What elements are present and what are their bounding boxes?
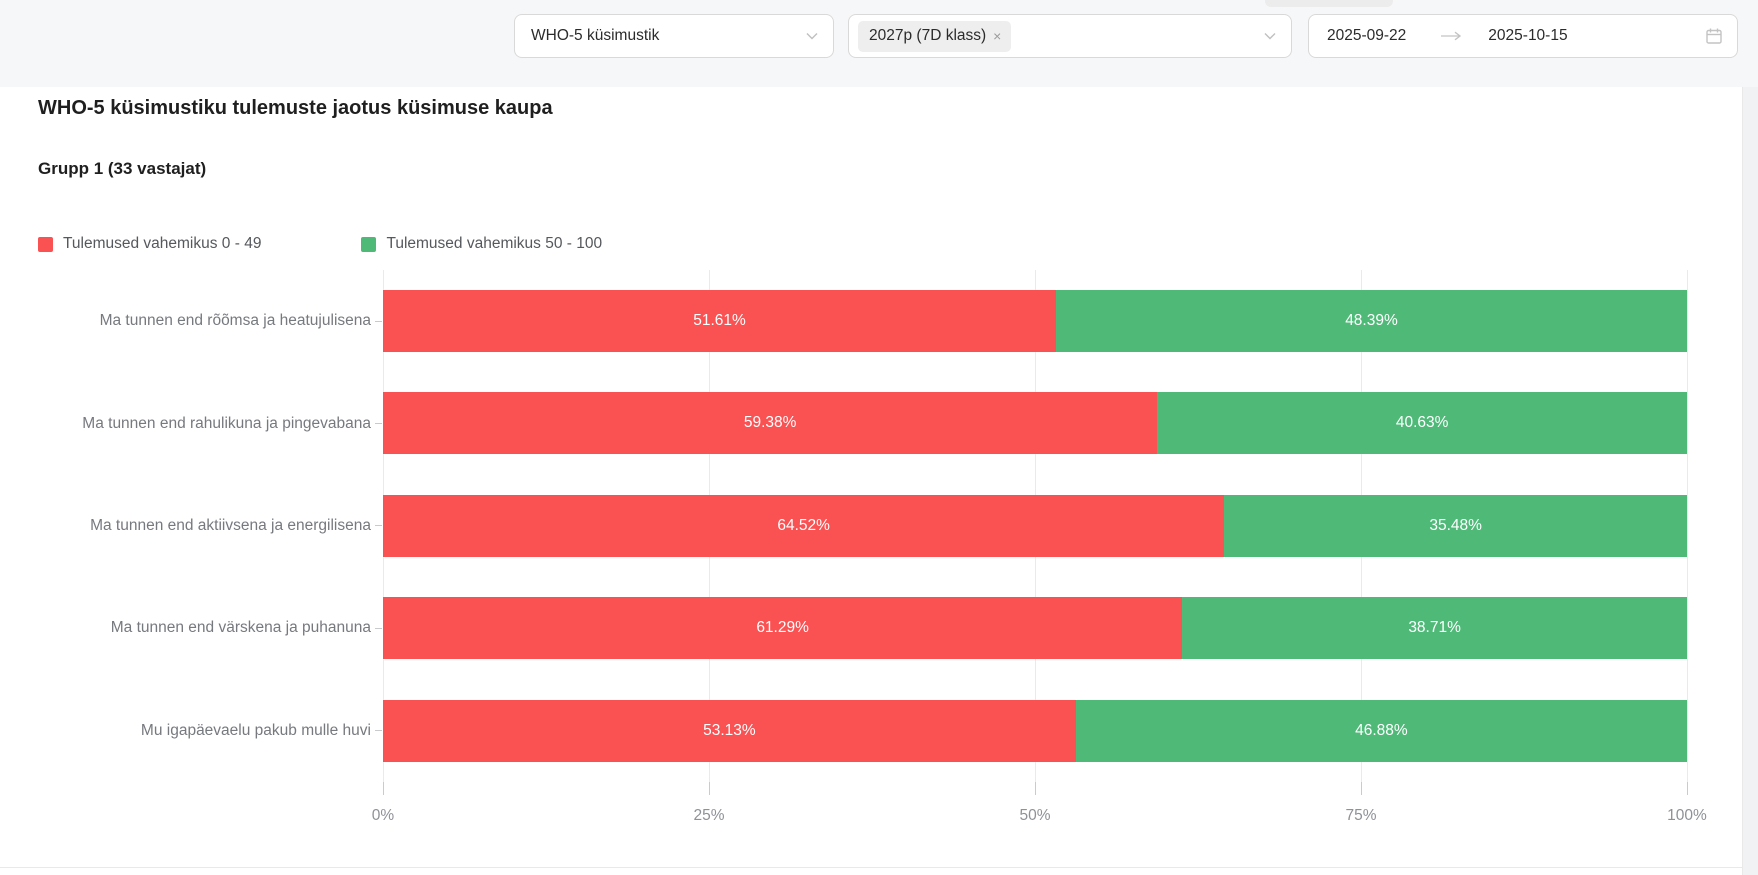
bar-segment[interactable]: 46.88% xyxy=(1075,699,1687,762)
legend-item[interactable]: Tulemused vahemikus 50 - 100 xyxy=(361,235,602,253)
stacked-bar-chart: 0% 25% 50% 75% 100% Ma tunnen end rõõmsa ja h… xyxy=(0,87,1742,868)
bar-segment[interactable]: 38.71% xyxy=(1182,597,1687,660)
bar-value-label: 51.61% xyxy=(693,312,746,329)
stacked-bar: 59.38% 40.63% xyxy=(383,392,1687,455)
bar-row: Ma tunnen end aktiivsena ja energilisena… xyxy=(90,475,1687,577)
vertical-scrollbar[interactable] xyxy=(1742,87,1758,875)
calendar-icon[interactable] xyxy=(1705,27,1723,45)
x-axis-tick xyxy=(1686,782,1688,795)
selected-group-tag-label: 2027p (7D klass) xyxy=(869,27,987,44)
chart-legend: Tulemused vahemikus 0 - 49 Tulemused vahe… xyxy=(38,235,602,253)
bar-value-label: 46.88% xyxy=(1355,721,1408,739)
start-date-input[interactable]: 2025-09-22 xyxy=(1327,27,1407,44)
bar-segment[interactable]: 59.38% xyxy=(383,392,1158,455)
x-axis-tick xyxy=(1034,782,1036,795)
end-date-input[interactable]: 2025-10-15 xyxy=(1488,27,1568,44)
bar-row: Ma tunnen end rõõmsa ja heatujulisena 51.… xyxy=(100,270,1687,372)
group-heading: Grupp 1 (33 vastajat) xyxy=(38,159,207,178)
questionnaire-select-value: WHO-5 küsimustik xyxy=(531,27,660,44)
bar-value-label: 61.29% xyxy=(756,619,809,637)
plot-area: 0% 25% 50% 75% 100% Ma tunnen end rõõmsa ja h… xyxy=(82,270,1707,824)
clipped-top-element xyxy=(1265,0,1393,7)
stacked-bar: 61.29% 38.71% xyxy=(383,597,1687,660)
y-axis-tick xyxy=(375,730,382,732)
questionnaire-select[interactable]: WHO-5 küsimustik xyxy=(514,14,834,58)
legend-label: Tulemused vahemikus 50 - 100 xyxy=(386,235,603,252)
bar-value-label: 53.13% xyxy=(703,721,756,739)
chevron-down-icon xyxy=(1263,29,1277,43)
selected-group-tag: 2027p (7D klass) × xyxy=(858,20,1012,52)
page-title: WHO-5 küsimustiku tulemuste jaotus küsim… xyxy=(38,97,553,119)
stacked-bar: 51.61% 48.39% xyxy=(383,290,1687,352)
stacked-bar: 64.52% 35.48% xyxy=(383,494,1687,557)
range-arrow-icon xyxy=(1440,31,1462,41)
x-axis-tick xyxy=(708,782,710,795)
bar-row: Mu igapäevaelu pakub mulle huvi 53.13% 46.… xyxy=(141,680,1687,782)
bar-segment[interactable]: 64.52% xyxy=(383,494,1225,557)
x-axis-label: 25% xyxy=(693,807,725,824)
bar-segment[interactable]: 61.29% xyxy=(383,597,1183,660)
bar-row: Ma tunnen end värskena ja puhanuna 61.29%… xyxy=(111,577,1687,679)
bar-segment[interactable]: 51.61% xyxy=(383,290,1056,352)
x-axis-label: 75% xyxy=(1345,807,1377,824)
filter-toolbar: WHO-5 küsimustik 2027p (7D klass) × 2025… xyxy=(0,0,1758,87)
bar-segment[interactable]: 53.13% xyxy=(383,699,1076,762)
legend-label: Tulemused vahemikus 0 - 49 xyxy=(63,235,262,252)
category-label: Mu igapäevaelu pakub mulle huvi xyxy=(140,721,371,739)
bar-segment[interactable]: 35.48% xyxy=(1224,494,1687,557)
category-label: Ma tunnen end värskena ja puhanuna xyxy=(110,619,371,637)
x-axis-tick xyxy=(382,782,384,795)
bar-value-label: 40.63% xyxy=(1395,414,1449,432)
bar-value-label: 35.48% xyxy=(1429,516,1482,534)
y-axis-tick xyxy=(375,320,382,322)
category-label: Ma tunnen end rahulikuna ja pingevabana xyxy=(82,414,371,432)
x-axis-label: 0% xyxy=(371,807,395,824)
group-multiselect[interactable]: 2027p (7D klass) × xyxy=(848,14,1292,58)
date-range-picker[interactable]: 2025-09-22 2025-10-15 xyxy=(1308,14,1738,58)
category-label: Ma tunnen end rõõmsa ja heatujulisena xyxy=(99,312,371,330)
bar-row: Ma tunnen end rahulikuna ja pingevabana 5… xyxy=(82,372,1687,474)
bar-value-label: 64.52% xyxy=(777,516,830,534)
category-label: Ma tunnen end aktiivsena ja energilisena xyxy=(90,516,371,534)
x-axis-label: 50% xyxy=(1019,807,1051,824)
gridline xyxy=(1686,270,1688,782)
y-axis-tick xyxy=(375,423,382,425)
chart-card: WHO-5 küsimustiku tulemuste jaotus küsim… xyxy=(0,87,1742,868)
remove-tag-icon[interactable]: × xyxy=(993,28,1002,44)
legend-swatch-icon xyxy=(38,236,53,252)
y-axis-tick xyxy=(375,525,382,527)
legend-item[interactable]: Tulemused vahemikus 0 - 49 xyxy=(38,235,261,253)
x-axis-label: 100% xyxy=(1667,807,1707,824)
bar-segment[interactable]: 48.39% xyxy=(1055,290,1687,352)
bar-value-label: 38.71% xyxy=(1408,619,1461,637)
stacked-bar: 53.13% 46.88% xyxy=(383,699,1687,762)
y-axis-tick xyxy=(375,627,382,629)
chevron-down-icon xyxy=(805,29,819,43)
bar-value-label: 59.38% xyxy=(743,414,797,432)
legend-swatch-icon xyxy=(361,236,377,252)
bar-segment[interactable]: 40.63% xyxy=(1157,392,1687,455)
bar-value-label: 48.39% xyxy=(1345,312,1398,329)
x-axis-tick xyxy=(1360,782,1362,795)
